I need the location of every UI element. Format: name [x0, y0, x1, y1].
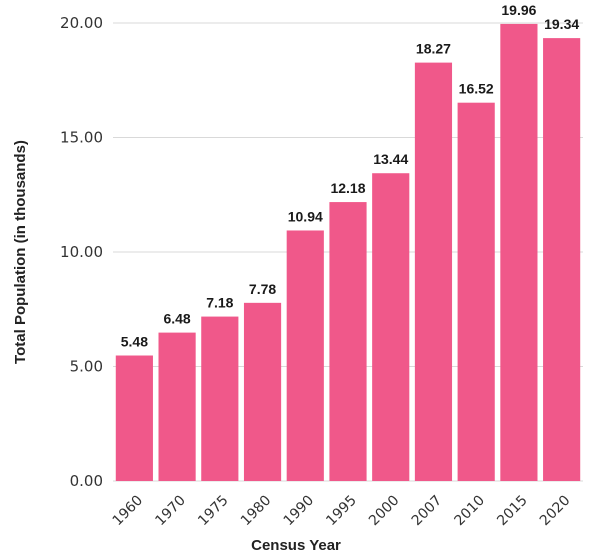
bar [500, 23, 538, 481]
bar [115, 355, 153, 481]
y-tick-label: 20.00 [60, 14, 103, 32]
data-label: 10.94 [288, 208, 323, 224]
bar [457, 102, 495, 481]
x-tick-label: 2010 [451, 493, 488, 530]
data-label: 16.52 [459, 81, 494, 97]
data-label: 5.48 [121, 334, 148, 350]
data-label: 7.78 [249, 281, 276, 297]
y-tick-label: 5.00 [70, 358, 103, 376]
y-tick-label: 10.00 [60, 243, 103, 261]
y-tick-label: 0.00 [70, 472, 103, 490]
x-tick-label: 2020 [537, 493, 574, 530]
x-tick-label: 1995 [323, 493, 360, 530]
data-label: 12.18 [330, 180, 365, 196]
bar [372, 173, 410, 481]
data-label: 19.96 [501, 2, 536, 18]
x-tick-label: 1980 [238, 493, 275, 530]
data-label: 13.44 [373, 151, 408, 167]
data-label: 7.18 [206, 295, 233, 311]
bar [329, 202, 367, 481]
y-axis-ticks: 0.00 5.00 10.00 15.00 20.00 [60, 14, 103, 490]
data-label: 19.34 [544, 16, 579, 32]
x-axis-title: Census Year [251, 537, 341, 554]
data-label: 18.27 [416, 41, 451, 57]
x-tick-label: 1960 [110, 493, 147, 530]
value-labels: 5.48 6.48 7.18 7.78 10.94 12.18 13.44 18.27 16.5… [121, 2, 580, 350]
x-tick-label: 2015 [494, 493, 531, 530]
x-tick-label: 1970 [152, 493, 189, 530]
x-axis-ticks: 1960 1970 1975 1980 1990 1995 2000 2007 2010 2015… [110, 493, 574, 530]
y-axis-title: Total Population (in thousands) [12, 140, 29, 364]
bar [158, 332, 196, 481]
bar [243, 302, 282, 481]
x-tick-label: 2007 [409, 493, 446, 530]
x-tick-label: 1975 [195, 493, 232, 530]
y-tick-label: 15.00 [60, 129, 103, 147]
bars [115, 23, 581, 481]
x-tick-label: 2000 [366, 493, 403, 530]
bar [286, 230, 324, 481]
bar [201, 316, 239, 481]
bar [414, 62, 453, 481]
x-tick-label: 1990 [281, 493, 318, 530]
bar [543, 38, 581, 481]
data-label: 6.48 [163, 311, 190, 327]
